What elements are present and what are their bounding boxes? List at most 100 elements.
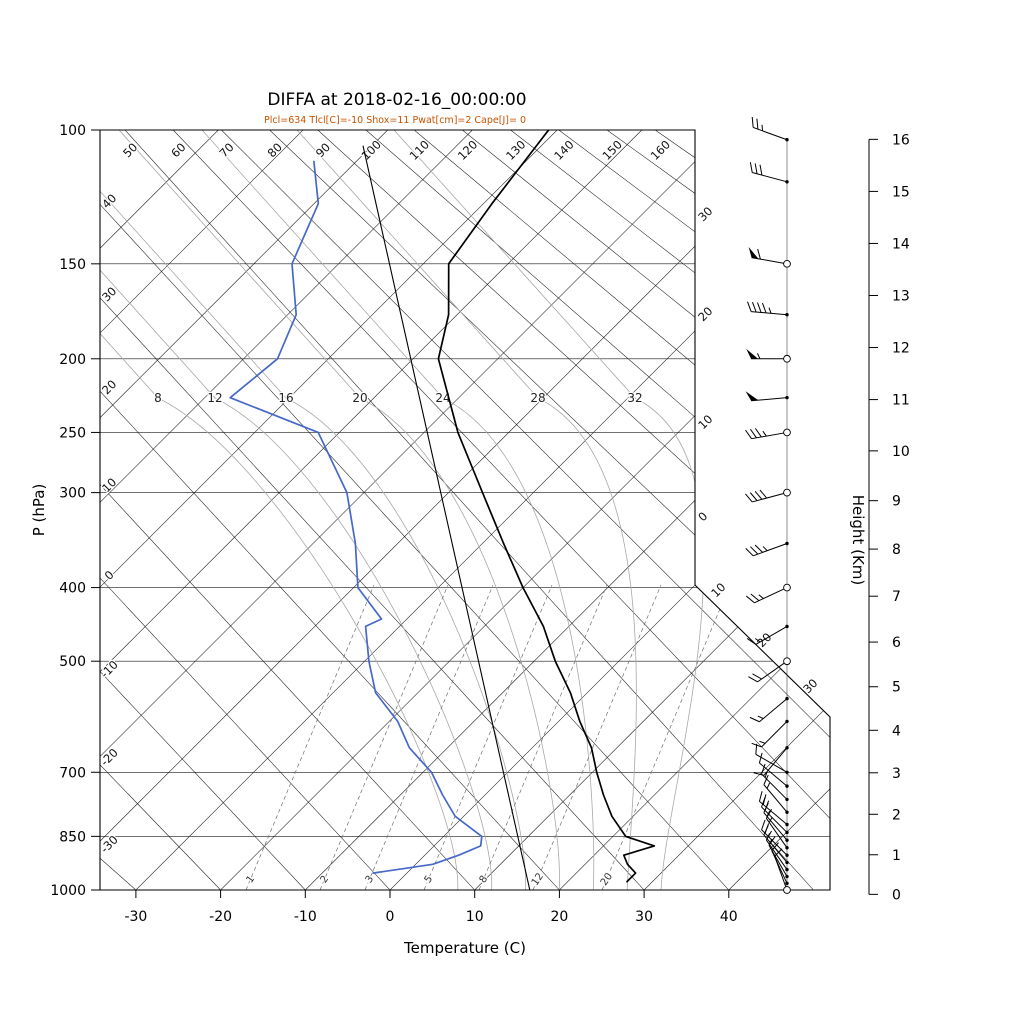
dry-adiabat-line xyxy=(100,671,306,890)
barb-full xyxy=(745,548,754,557)
barb-half xyxy=(768,307,772,314)
height-tick-label: 14 xyxy=(892,236,910,252)
pressure-tick-label: 100 xyxy=(59,123,86,139)
wind-barb xyxy=(745,428,791,440)
barb-staff xyxy=(768,845,788,877)
barb-staff xyxy=(761,773,788,800)
temperature-tick-label: -20 xyxy=(209,909,232,925)
barb-staff xyxy=(753,543,788,557)
level-dot xyxy=(785,395,789,400)
isotherm-line xyxy=(474,130,830,890)
height-tick-label: 9 xyxy=(892,494,901,510)
level-dot xyxy=(785,874,789,879)
isotherm-line xyxy=(100,130,642,890)
barb-staff xyxy=(765,818,788,849)
level-dot xyxy=(785,696,789,701)
temperature-tick-label: -10 xyxy=(294,909,317,925)
barb-staff xyxy=(759,800,788,825)
barb-staff xyxy=(763,784,788,813)
level-circle xyxy=(783,488,791,497)
barb-full xyxy=(761,819,766,830)
barb-full xyxy=(749,492,758,501)
barb-staff xyxy=(761,806,788,833)
barb-full xyxy=(755,743,758,755)
barb-full xyxy=(756,302,762,313)
pressure-tick-label: 150 xyxy=(59,257,86,273)
barb-staff xyxy=(761,721,788,748)
barb-staff xyxy=(755,626,788,645)
isotherm-line xyxy=(305,130,830,890)
level-dot xyxy=(785,138,789,142)
moist-adiabat-label: 20 xyxy=(352,391,367,405)
barb-full xyxy=(754,163,758,174)
sounding-curves xyxy=(229,130,656,890)
right-edge-label: 0 xyxy=(695,509,710,524)
level-dot xyxy=(785,846,789,850)
barb-pennant xyxy=(746,348,758,359)
barb-staff xyxy=(754,587,788,604)
barb-half xyxy=(754,638,761,643)
dewpoint-curve xyxy=(229,160,483,874)
mixing-ratio-line xyxy=(245,584,375,890)
barb-half xyxy=(764,771,768,778)
level-dot xyxy=(785,810,789,814)
wind-barb xyxy=(746,624,789,645)
barb-full xyxy=(756,118,759,130)
barb-staff xyxy=(759,762,788,787)
dry-adiabat-label: 90 xyxy=(313,140,333,160)
isotherm-line xyxy=(100,130,388,890)
barb-staff xyxy=(751,311,788,316)
left-edge-label: 20 xyxy=(99,377,119,397)
level-dot xyxy=(785,541,789,546)
moist-adiabat-line xyxy=(118,130,560,890)
right-edge-label: 30 xyxy=(695,204,715,224)
level-dot xyxy=(785,746,789,750)
height-axis-title: Height (Km) xyxy=(849,495,867,586)
isotherm-line xyxy=(220,130,830,890)
dry-adiabat-line xyxy=(751,130,830,890)
pressure-tick-label: 400 xyxy=(59,581,86,597)
pressure-tick-label: 700 xyxy=(59,765,86,781)
barb-full xyxy=(763,825,769,836)
barb-full xyxy=(749,162,753,173)
pressure-tick-label: 300 xyxy=(59,486,86,502)
mixing-ratio-label: 12 xyxy=(530,871,546,888)
dry-adiabat-label: 140 xyxy=(551,137,576,162)
level-dot xyxy=(785,313,789,317)
level-circle xyxy=(783,259,791,268)
wind-barb xyxy=(745,391,789,402)
left-edge-label: -30 xyxy=(98,833,121,856)
barb-full xyxy=(757,248,761,260)
level-circle xyxy=(783,354,791,363)
barb-staff xyxy=(753,126,788,141)
barb-staff xyxy=(751,431,788,440)
dry-adiabat-label: 100 xyxy=(358,137,383,162)
barb-full xyxy=(748,676,758,683)
wind-barb xyxy=(749,162,789,184)
barb-staff xyxy=(763,747,788,776)
moist-adiabat-line xyxy=(100,130,493,890)
dry-adiabat-label: 160 xyxy=(648,137,673,162)
height-tick-label: 2 xyxy=(892,807,901,823)
height-tick-label: 0 xyxy=(892,887,901,903)
level-dot xyxy=(785,860,789,865)
height-tick-label: 4 xyxy=(892,723,901,739)
level-circle xyxy=(783,886,791,894)
height-tick-label: 16 xyxy=(892,132,910,148)
barb-full xyxy=(761,763,766,775)
level-dot xyxy=(785,822,789,827)
mixing-ratio-label: 8 xyxy=(478,874,491,886)
dry-adiabat-line xyxy=(221,130,830,890)
wind-barb xyxy=(761,796,789,835)
barb-half xyxy=(768,816,773,823)
dry-adiabat-line xyxy=(100,204,730,890)
barb-full xyxy=(745,493,753,503)
level-dot xyxy=(785,867,789,872)
temperature-tick-label: -30 xyxy=(124,909,147,925)
right-edge-label: 10 xyxy=(695,412,715,432)
height-tick-label: 10 xyxy=(892,444,910,460)
dry-adiabat-line xyxy=(269,130,830,890)
barb-full xyxy=(749,716,760,723)
